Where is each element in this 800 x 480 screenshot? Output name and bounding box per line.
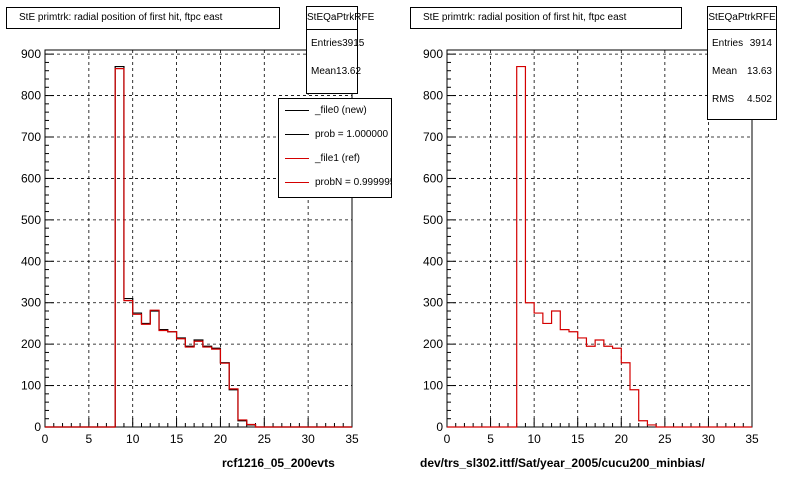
plot-title-left: StE primtrk: radial position of first hi… <box>6 7 280 29</box>
histogram-series-1 <box>45 68 352 428</box>
y-tick-label: 100 <box>423 379 443 393</box>
stats-row-entries: Entries 3914 <box>708 30 776 58</box>
x-tick-label: 20 <box>615 432 629 446</box>
y-tick-label: 100 <box>21 379 41 393</box>
plot-frame <box>446 49 753 428</box>
stats-label: RMS <box>712 94 735 105</box>
histogram-plot-right: 0 5 10 15 20 25 30 35 0 100 200 300 400 500 600 700 800 9… <box>423 47 759 446</box>
stats-row-mean: Mean 13.62 <box>307 58 361 86</box>
y-tick-label: 500 <box>423 213 443 227</box>
x-tick-label: 5 <box>86 432 93 446</box>
legend-entry: _file1 (ref) <box>279 147 391 171</box>
legend-box: _file0 (new) prob = 1.000000 _file1 (ref… <box>278 98 392 198</box>
x-tick-label: 0 <box>444 432 451 446</box>
x-tick-label: 10 <box>126 432 140 446</box>
stats-value: 3915 <box>342 38 365 49</box>
y-tick-label: 500 <box>21 213 41 227</box>
x-tick-label: 0 <box>42 432 49 446</box>
stats-value: 4.502 <box>746 94 772 105</box>
y-tick-label: 400 <box>21 254 41 268</box>
x-tick-label: 30 <box>702 432 716 446</box>
y-tick-label: 700 <box>21 130 41 144</box>
y-tick-label: 800 <box>423 89 443 103</box>
stats-label: Mean <box>712 66 738 77</box>
legend-entry: _file0 (new) <box>279 99 391 123</box>
stats-name: StEQaPtrkRFE <box>307 7 374 30</box>
legend-entry: probN = 0.999995 <box>279 171 391 195</box>
x-tick-label: 25 <box>258 432 272 446</box>
y-tick-label: 900 <box>21 47 41 61</box>
y-tick-label: 600 <box>423 171 443 185</box>
histogram-series-0 <box>447 65 752 428</box>
x-tick-label: 5 <box>487 432 494 446</box>
stats-row-mean: Mean 13.63 <box>708 58 776 86</box>
y-tick-label: 200 <box>21 337 41 351</box>
y-tick-label: 400 <box>423 254 443 268</box>
legend-swatch <box>285 134 309 135</box>
stats-value: 13.62 <box>336 66 362 77</box>
stats-label: Entries <box>311 38 343 49</box>
legend-label: _file1 (ref) <box>315 153 361 164</box>
legend-swatch <box>285 182 309 183</box>
stats-value: 3914 <box>749 38 772 49</box>
x-tick-label: 35 <box>345 432 359 446</box>
x-tick-label: 15 <box>170 432 184 446</box>
stats-box-left: StEQaPtrkRFE Entries 3915 Mean 13.62 <box>306 6 374 94</box>
y-tick-label: 800 <box>21 89 41 103</box>
file-caption-right: dev/trs_sl302.ittf/Sat/year_2005/cucu200… <box>420 456 705 470</box>
stats-value: 13.63 <box>746 66 772 77</box>
y-tick-label: 0 <box>436 420 443 434</box>
x-tick-label: 30 <box>301 432 315 446</box>
y-tick-label: 300 <box>21 296 41 310</box>
x-tick-label: 35 <box>745 432 759 446</box>
stats-box-right: StEQaPtrkRFE Entries 3914 Mean 13.63 RMS… <box>707 6 777 120</box>
legend-swatch <box>285 158 309 159</box>
x-tick-label: 10 <box>527 432 541 446</box>
file-caption-left: rcf1216_05_200evts <box>222 456 335 470</box>
stats-row-entries: Entries 3915 <box>307 30 364 58</box>
stats-label: Entries <box>712 38 744 49</box>
stats-label: Mean <box>311 66 337 77</box>
y-tick-label: 0 <box>34 420 41 434</box>
legend-entry: prob = 1.000000 <box>279 123 391 147</box>
x-tick-label: 25 <box>658 432 672 446</box>
plot-title-right: StE primtrk: radial position of first hi… <box>410 7 682 29</box>
x-tick-label: 15 <box>571 432 585 446</box>
stats-name: StEQaPtrkRFE <box>708 7 776 30</box>
legend-label: prob = 1.000000 <box>315 129 389 140</box>
legend-label: _file0 (new) <box>315 105 367 116</box>
x-tick-label: 20 <box>214 432 228 446</box>
legend-label: probN = 0.999995 <box>315 177 392 188</box>
stats-row-rms: RMS 4.502 <box>708 86 776 114</box>
y-tick-label: 900 <box>423 47 443 61</box>
legend-swatch <box>285 110 309 111</box>
y-tick-label: 300 <box>423 296 443 310</box>
y-tick-label: 700 <box>423 130 443 144</box>
y-tick-label: 200 <box>423 337 443 351</box>
y-tick-label: 600 <box>21 171 41 185</box>
